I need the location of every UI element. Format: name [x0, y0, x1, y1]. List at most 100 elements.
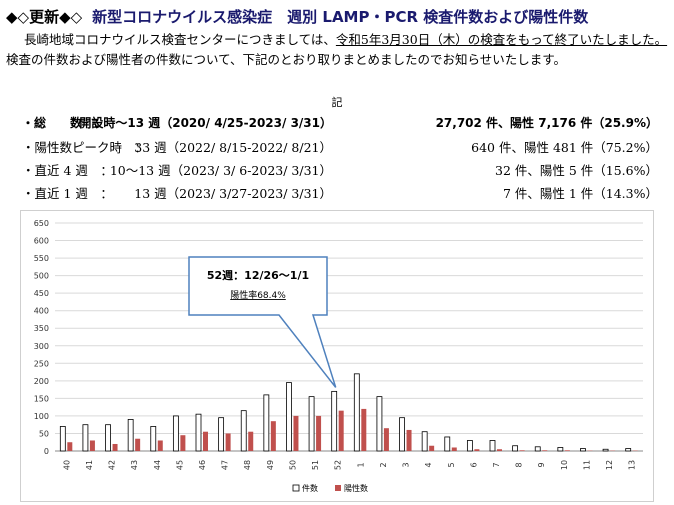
- x-tick-label: 3: [402, 462, 411, 467]
- notice-text-after: 検査の件数および陽性者の件数について、下記のとおり取りまとめましたのでお知らせい…: [6, 52, 566, 67]
- bar-positive: [542, 450, 547, 451]
- bar-positive: [429, 446, 434, 451]
- page-title: ◆◇更新◆◇ 新型コロナウイルス感染症 週別 LAMP・PCR 検査件数および陽性…: [6, 6, 588, 27]
- weekly-test-chart: 0501001502002503003504004505005506006504…: [21, 211, 653, 501]
- y-tick-label: 150: [34, 394, 49, 403]
- x-tick-label: 47: [221, 460, 230, 470]
- bar-positive: [384, 428, 389, 451]
- bar-positive: [135, 439, 140, 451]
- update-label: ◆◇更新◆◇: [6, 8, 82, 26]
- summary-row-total: ・総 数 ： 開設時〜13 週（2020/ 4/25-2023/ 3/31） 2…: [22, 114, 658, 134]
- x-tick-label: 42: [108, 460, 117, 470]
- bar-total: [309, 397, 314, 451]
- y-tick-label: 600: [34, 237, 49, 246]
- y-tick-label: 550: [34, 254, 49, 263]
- bar-total: [445, 437, 450, 451]
- y-tick-label: 650: [34, 219, 49, 228]
- legend-swatch-positive: [335, 485, 341, 491]
- summary-result: 27,702 件、陽性 7,176 件（25.9%）: [436, 114, 658, 131]
- notice-text-highlight: 令和5年3月30日（木）の検査をもって終了いたしました。: [336, 32, 667, 47]
- notice-paragraph: 長崎地域コロナウイルス検査センターにつきましては、令和5年3月30日（木）の検査…: [6, 30, 668, 70]
- bar-total: [626, 449, 631, 451]
- summary-row-last4: ・直近 4 週 ： 10〜13 週（2023/ 3/ 6-2023/ 3/31）…: [22, 160, 658, 180]
- bar-positive: [271, 421, 276, 451]
- bar-positive: [474, 449, 479, 451]
- legend-label-total: 件数: [302, 483, 318, 493]
- bar-positive: [452, 447, 457, 451]
- bar-positive: [520, 450, 525, 451]
- x-tick-label: 51: [311, 460, 320, 470]
- summary-result: 32 件、陽性 5 件（15.6%）: [495, 160, 658, 179]
- bar-total: [219, 418, 224, 451]
- bar-total: [535, 447, 540, 451]
- bar-total: [196, 414, 201, 451]
- bar-total: [580, 449, 585, 451]
- bar-total: [513, 446, 518, 451]
- x-tick-label: 11: [582, 460, 591, 470]
- x-tick-label: 45: [175, 460, 184, 470]
- bar-positive: [361, 409, 366, 451]
- x-tick-label: 46: [198, 460, 207, 470]
- notice-text-before: 長崎地域コロナウイルス検査センターにつきましては、: [24, 32, 336, 47]
- y-tick-label: 500: [34, 272, 49, 281]
- bar-positive: [407, 430, 412, 451]
- bar-total: [354, 374, 359, 451]
- x-tick-label: 10: [560, 460, 569, 470]
- y-tick-label: 250: [34, 359, 49, 368]
- x-tick-label: 2: [379, 462, 388, 467]
- y-tick-label: 400: [34, 307, 49, 316]
- x-tick-label: 1: [356, 462, 365, 467]
- bar-positive: [565, 450, 570, 451]
- bar-positive: [316, 416, 321, 451]
- x-tick-label: 4: [424, 462, 433, 467]
- summary-period: 10〜13 週（2023/ 3/ 6-2023/ 3/31）: [110, 160, 332, 179]
- summary-label: ・直近 4 週 ：: [22, 160, 113, 179]
- bar-total: [400, 418, 405, 451]
- bar-total: [83, 425, 88, 451]
- bar-total: [558, 447, 563, 451]
- title-text: 新型コロナウイルス感染症 週別 LAMP・PCR 検査件数および陽性件数: [92, 8, 588, 26]
- y-tick-label: 200: [34, 377, 49, 386]
- bar-total: [264, 395, 269, 451]
- bar-positive: [248, 432, 253, 451]
- bar-positive: [293, 416, 298, 451]
- summary-period: 33 週（2022/ 8/15-2022/ 8/21）: [134, 137, 332, 156]
- summary-row-peak: ・陽性数ピーク時 ： 33 週（2022/ 8/15-2022/ 8/21） 6…: [22, 137, 658, 157]
- bar-total: [332, 391, 337, 451]
- bar-positive: [203, 432, 208, 451]
- x-tick-label: 52: [334, 460, 343, 470]
- x-tick-label: 6: [469, 462, 478, 467]
- bar-positive: [67, 442, 72, 451]
- bar-total: [603, 449, 608, 451]
- legend-swatch-total: [293, 485, 299, 491]
- bar-positive: [180, 435, 185, 451]
- x-tick-label: 41: [85, 460, 94, 470]
- bar-total: [377, 397, 382, 451]
- bar-total: [151, 426, 156, 451]
- y-tick-label: 50: [39, 429, 49, 438]
- summary-result: 640 件、陽性 481 件（75.2%）: [471, 137, 658, 156]
- x-tick-label: 5: [447, 462, 456, 467]
- bar-positive: [113, 444, 118, 451]
- summary-row-last1: ・直近 1 週 ： 13 週（2023/ 3/27-2023/ 3/31） 7 …: [22, 183, 658, 203]
- y-tick-label: 100: [34, 412, 49, 421]
- bar-total: [467, 440, 472, 451]
- bar-total: [173, 416, 178, 451]
- bar-positive: [226, 433, 231, 451]
- bar-positive: [339, 411, 344, 451]
- bar-total: [241, 411, 246, 451]
- y-tick-label: 0: [44, 447, 49, 456]
- bar-total: [490, 440, 495, 451]
- summary-label: ・直近 1 週 ：: [22, 183, 113, 202]
- x-tick-label: 44: [153, 460, 162, 470]
- bar-total: [106, 425, 111, 451]
- y-tick-label: 350: [34, 324, 49, 333]
- legend-label-positive: 陽性数: [344, 483, 368, 493]
- x-tick-label: 50: [288, 460, 297, 470]
- bar-total: [128, 419, 133, 451]
- x-tick-label: 7: [492, 462, 501, 467]
- x-tick-label: 49: [266, 460, 275, 470]
- callout-title: 52週：12/26〜1/1: [207, 268, 309, 282]
- y-tick-label: 300: [34, 342, 49, 351]
